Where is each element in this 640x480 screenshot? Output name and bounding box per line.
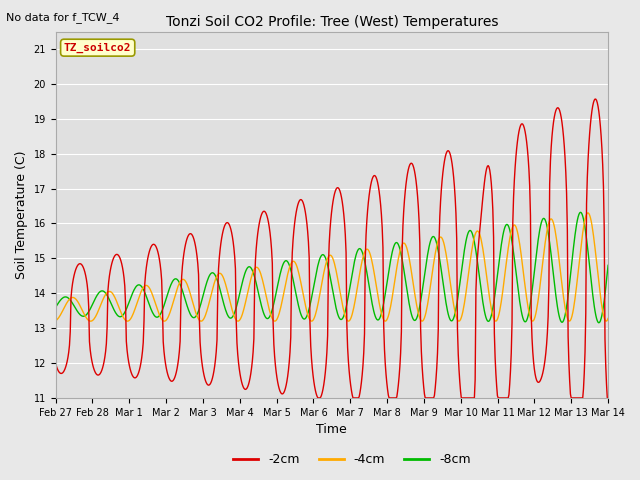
-2cm	[315, 395, 323, 401]
-2cm	[591, 96, 599, 102]
-8cm	[62, 294, 70, 300]
-4cm	[381, 318, 389, 324]
-2cm	[175, 356, 182, 361]
-4cm	[52, 318, 60, 324]
Line: -4cm: -4cm	[56, 213, 608, 321]
Text: No data for f_TCW_4: No data for f_TCW_4	[6, 12, 120, 23]
-4cm	[584, 210, 592, 216]
-2cm	[52, 360, 60, 366]
-4cm	[62, 302, 70, 308]
-2cm	[400, 208, 408, 214]
X-axis label: Time: Time	[317, 423, 348, 436]
-8cm	[595, 320, 603, 325]
-2cm	[204, 382, 212, 388]
-4cm	[175, 282, 182, 288]
-4cm	[204, 305, 212, 311]
Legend: -2cm, -4cm, -8cm: -2cm, -4cm, -8cm	[228, 448, 476, 471]
Line: -2cm: -2cm	[56, 99, 608, 398]
-8cm	[577, 209, 584, 215]
-8cm	[604, 263, 612, 268]
-2cm	[62, 364, 70, 370]
Title: Tonzi Soil CO2 Profile: Tree (West) Temperatures: Tonzi Soil CO2 Profile: Tree (West) Temp…	[166, 15, 498, 29]
-8cm	[118, 312, 126, 318]
-2cm	[118, 264, 126, 270]
-8cm	[204, 276, 212, 282]
Y-axis label: Soil Temperature (C): Soil Temperature (C)	[15, 151, 28, 279]
Line: -8cm: -8cm	[56, 212, 608, 323]
-4cm	[400, 240, 408, 246]
-8cm	[415, 307, 423, 312]
-2cm	[416, 240, 424, 246]
-2cm	[604, 395, 612, 401]
-4cm	[604, 315, 612, 321]
-8cm	[399, 261, 407, 267]
-4cm	[118, 313, 126, 319]
-8cm	[175, 278, 182, 284]
Text: TZ_soilco2: TZ_soilco2	[64, 43, 131, 53]
-4cm	[416, 315, 424, 321]
-8cm	[52, 304, 60, 310]
